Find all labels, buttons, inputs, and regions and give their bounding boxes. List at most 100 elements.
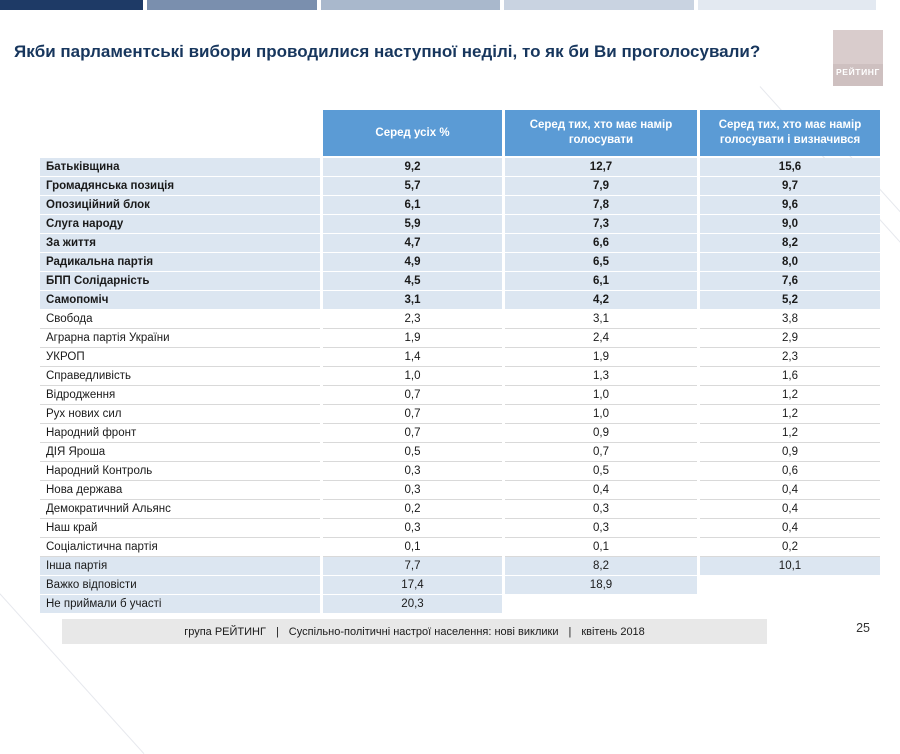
table-row: Демократичний Альянс 0,2 0,3 0,4 — [40, 500, 882, 519]
table-row: За життя 4,7 6,6 8,2 — [40, 234, 882, 253]
footer-separator: | — [275, 625, 279, 638]
table-row: Слуга народу 5,9 7,3 9,0 — [40, 215, 882, 234]
top-accent-segment — [147, 0, 317, 10]
column-header-intend-and-decided: Серед тих, хто має намір голосувати і ви… — [700, 110, 880, 156]
value-cell: 0,9 — [505, 424, 697, 443]
value-cell: 17,4 — [323, 576, 502, 595]
value-cell: 5,2 — [700, 291, 880, 310]
party-name: Радикальна партія — [40, 253, 320, 272]
value-cell: 3,1 — [323, 291, 502, 310]
value-cell: 6,1 — [505, 272, 697, 291]
footer-separator: | — [568, 625, 572, 638]
party-name: БПП Солідарність — [40, 272, 320, 291]
page-number: 25 — [856, 621, 870, 635]
party-name: Аграрна партія України — [40, 329, 320, 348]
value-cell: 5,9 — [323, 215, 502, 234]
value-cell: 7,3 — [505, 215, 697, 234]
table-row: Не приймали б участі 20,3 — [40, 595, 882, 614]
party-name: Громадянська позиція — [40, 177, 320, 196]
party-name: Рух нових сил — [40, 405, 320, 424]
party-name: Народний Контроль — [40, 462, 320, 481]
value-cell: 0,4 — [700, 519, 880, 538]
top-accent-bar — [0, 0, 900, 10]
value-cell: 4,9 — [323, 253, 502, 272]
results-table: Серед усіх % Серед тих, хто має намір го… — [40, 110, 882, 614]
value-cell: 2,4 — [505, 329, 697, 348]
value-cell: 0,2 — [700, 538, 880, 557]
table-header-row: Серед усіх % Серед тих, хто має намір го… — [40, 110, 882, 156]
value-cell: 1,0 — [505, 405, 697, 424]
value-cell: 1,9 — [505, 348, 697, 367]
value-cell: 0,7 — [323, 405, 502, 424]
table-row: Нова держава 0,3 0,4 0,4 — [40, 481, 882, 500]
value-cell: 4,2 — [505, 291, 697, 310]
party-name: Демократичний Альянс — [40, 500, 320, 519]
value-cell: 2,9 — [700, 329, 880, 348]
value-cell: 2,3 — [700, 348, 880, 367]
value-cell: 9,0 — [700, 215, 880, 234]
value-cell: 4,5 — [323, 272, 502, 291]
value-cell: 1,2 — [700, 386, 880, 405]
party-name: Відродження — [40, 386, 320, 405]
value-cell: 1,2 — [700, 405, 880, 424]
party-name: Справедливість — [40, 367, 320, 386]
top-accent-segment — [321, 0, 500, 10]
rating-logo-shade — [833, 30, 883, 64]
value-cell: 1,4 — [323, 348, 502, 367]
table-row: Батьківщина 9,2 12,7 15,6 — [40, 158, 882, 177]
value-cell: 1,9 — [323, 329, 502, 348]
value-cell: 1,3 — [505, 367, 697, 386]
party-name: Батьківщина — [40, 158, 320, 177]
value-cell: 4,7 — [323, 234, 502, 253]
value-cell: 7,6 — [700, 272, 880, 291]
party-name: Важко відповісти — [40, 576, 320, 595]
party-name: Нова держава — [40, 481, 320, 500]
table-row: Самопоміч 3,1 4,2 5,2 — [40, 291, 882, 310]
value-cell: 8,2 — [505, 557, 697, 576]
value-cell: 5,7 — [323, 177, 502, 196]
value-cell: 1,0 — [505, 386, 697, 405]
value-cell: 0,5 — [505, 462, 697, 481]
value-cell: 9,7 — [700, 177, 880, 196]
party-name: Наш край — [40, 519, 320, 538]
table-row: Народний фронт 0,7 0,9 1,2 — [40, 424, 882, 443]
value-cell: 0,3 — [323, 462, 502, 481]
value-cell: 0,4 — [505, 481, 697, 500]
value-cell — [505, 595, 697, 614]
value-cell: 3,8 — [700, 310, 880, 329]
value-cell — [700, 576, 880, 595]
table-row: Наш край 0,3 0,3 0,4 — [40, 519, 882, 538]
top-accent-segment — [698, 0, 876, 10]
value-cell: 9,6 — [700, 196, 880, 215]
table-row: ДІЯ Яроша 0,5 0,7 0,9 — [40, 443, 882, 462]
value-cell: 1,6 — [700, 367, 880, 386]
value-cell: 7,7 — [323, 557, 502, 576]
table-row: Народний Контроль 0,3 0,5 0,6 — [40, 462, 882, 481]
value-cell: 0,7 — [505, 443, 697, 462]
table-row: Опозиційний блок 6,1 7,8 9,6 — [40, 196, 882, 215]
top-accent-segment — [0, 0, 143, 10]
footer-bar: група РЕЙТИНГ | Суспільно-політичні наст… — [62, 619, 767, 644]
party-name: Свобода — [40, 310, 320, 329]
party-name: Народний фронт — [40, 424, 320, 443]
value-cell: 0,3 — [323, 519, 502, 538]
top-accent-segment — [504, 0, 694, 10]
footer-source: група РЕЙТИНГ — [184, 625, 266, 638]
party-name: Соціалістична партія — [40, 538, 320, 557]
column-header-intend-to-vote: Серед тих, хто має намір голосувати — [505, 110, 697, 156]
value-cell: 12,7 — [505, 158, 697, 177]
rating-logo-text: РЕЙТИНГ — [836, 67, 880, 77]
value-cell: 0,2 — [323, 500, 502, 519]
value-cell: 18,9 — [505, 576, 697, 595]
table-row: Свобода 2,3 3,1 3,8 — [40, 310, 882, 329]
value-cell: 3,1 — [505, 310, 697, 329]
value-cell: 9,2 — [323, 158, 502, 177]
value-cell: 0,1 — [323, 538, 502, 557]
page-title: Якби парламентські вибори проводилися на… — [14, 42, 761, 61]
value-cell: 10,1 — [700, 557, 880, 576]
value-cell: 6,6 — [505, 234, 697, 253]
value-cell: 6,1 — [323, 196, 502, 215]
value-cell: 0,4 — [700, 481, 880, 500]
value-cell: 0,4 — [700, 500, 880, 519]
party-name: За життя — [40, 234, 320, 253]
